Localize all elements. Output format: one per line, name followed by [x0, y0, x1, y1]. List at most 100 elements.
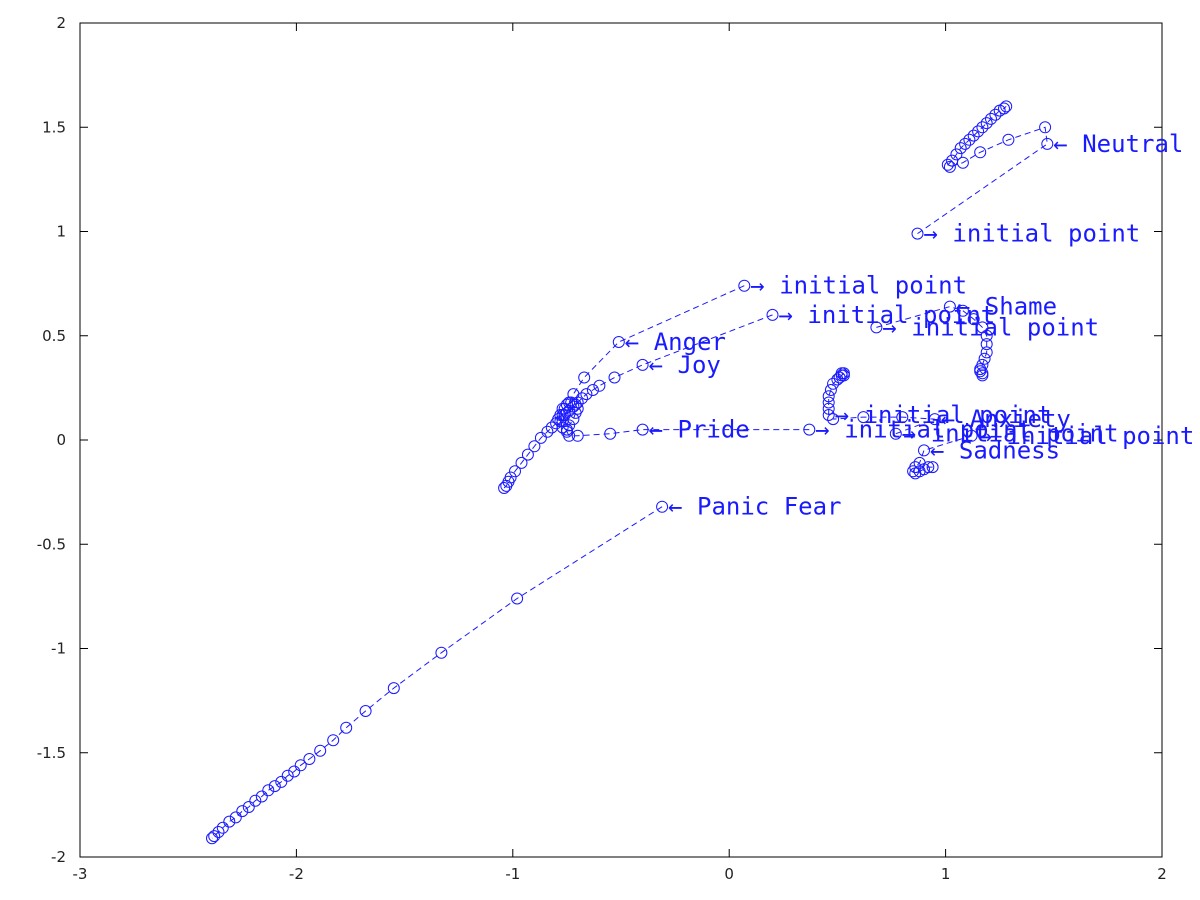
data-point — [500, 479, 513, 492]
point-annotation: ← Joy — [649, 351, 721, 379]
data-point — [959, 137, 972, 150]
data-point — [586, 384, 599, 396]
trajectory-labels: → initial point← Neutral→ initial point←… — [625, 130, 1195, 521]
data-point — [528, 440, 541, 453]
data-point — [831, 373, 844, 386]
data-point — [576, 392, 588, 405]
series-line — [917, 106, 1048, 235]
point-annotation: → initial point — [835, 401, 1052, 429]
data-point — [563, 419, 576, 432]
data-point — [980, 329, 993, 342]
series-line — [559, 401, 810, 437]
x-tick-label: 0 — [724, 865, 734, 883]
data-point — [511, 592, 524, 605]
data-point — [229, 811, 242, 824]
data-point — [889, 427, 902, 440]
y-tick-label: 1.5 — [42, 118, 66, 136]
data-point — [827, 377, 840, 390]
y-tick-label: -2 — [51, 848, 66, 866]
data-point — [387, 682, 400, 695]
data-point — [822, 402, 835, 415]
x-tick-label: 2 — [1157, 865, 1167, 883]
data-point — [967, 129, 980, 142]
x-tick-label: 1 — [941, 865, 951, 883]
data-point — [236, 805, 249, 818]
y-tick-label: -1.5 — [37, 744, 66, 762]
point-annotation: → initial point — [978, 422, 1195, 450]
data-point — [857, 411, 870, 424]
point-annotation: ← Panic Fear — [668, 493, 841, 521]
data-point — [498, 482, 511, 494]
point-annotation: ← Shame — [956, 293, 1057, 321]
data-point — [275, 775, 288, 788]
data-point — [580, 388, 593, 401]
data-point — [636, 423, 649, 436]
data-point — [359, 705, 372, 717]
data-point — [223, 815, 236, 828]
data-point — [288, 765, 301, 778]
y-tick-label: -1 — [51, 640, 66, 658]
data-point — [870, 321, 883, 334]
data-point — [303, 753, 316, 765]
data-point — [943, 300, 956, 313]
point-annotation: → initial point — [750, 272, 967, 300]
data-point — [837, 369, 850, 382]
y-tick-label: 1 — [56, 223, 66, 241]
data-point — [560, 425, 573, 438]
axis-ticks — [79, 22, 1163, 858]
data-point — [976, 121, 989, 134]
series-line — [503, 285, 745, 489]
data-point — [822, 409, 835, 421]
data-point — [593, 379, 606, 392]
data-point — [963, 133, 976, 146]
data-point — [941, 158, 954, 171]
data-point — [824, 384, 837, 396]
data-point — [985, 112, 997, 125]
point-annotation: ← Neutral — [1053, 130, 1183, 158]
x-tick-label: -2 — [289, 865, 304, 883]
y-tick-label: 0 — [56, 431, 66, 449]
data-point — [556, 415, 569, 428]
series-line — [211, 506, 663, 839]
data-point — [974, 146, 987, 159]
data-point — [242, 801, 255, 813]
trajectory-lines — [211, 106, 1048, 839]
data-point — [928, 413, 941, 426]
point-annotation: ← Anger — [625, 328, 726, 356]
data-point — [206, 832, 218, 845]
data-point — [541, 425, 554, 438]
data-point — [835, 367, 848, 380]
data-point — [989, 108, 1002, 121]
point-annotation: ← Sadness — [930, 436, 1060, 464]
data-point — [1039, 121, 1052, 134]
data-point — [656, 500, 669, 513]
data-point — [980, 338, 993, 351]
data-point — [571, 429, 584, 442]
x-tick-label: -3 — [73, 865, 88, 883]
data-point — [822, 390, 835, 403]
y-tick-label: 0.5 — [42, 327, 66, 345]
data-point — [294, 759, 307, 772]
data-point — [918, 444, 930, 457]
data-point — [567, 413, 580, 426]
data-point — [738, 279, 751, 292]
point-annotation: → initial point — [779, 301, 996, 329]
data-point — [534, 431, 547, 444]
data-point — [976, 369, 989, 382]
point-annotation: ← Pride — [649, 416, 750, 444]
data-point — [515, 456, 528, 469]
data-point — [340, 721, 353, 734]
data-point — [766, 308, 779, 321]
data-point — [946, 154, 959, 167]
data-point — [327, 734, 340, 747]
data-point — [926, 461, 939, 474]
data-point — [262, 784, 275, 797]
data-point — [911, 227, 924, 240]
data-point — [636, 358, 649, 371]
data-point — [435, 646, 448, 659]
data-point — [943, 160, 956, 173]
data-point — [521, 448, 534, 461]
data-point — [268, 780, 281, 793]
data-point — [803, 423, 816, 436]
data-point — [578, 371, 591, 384]
